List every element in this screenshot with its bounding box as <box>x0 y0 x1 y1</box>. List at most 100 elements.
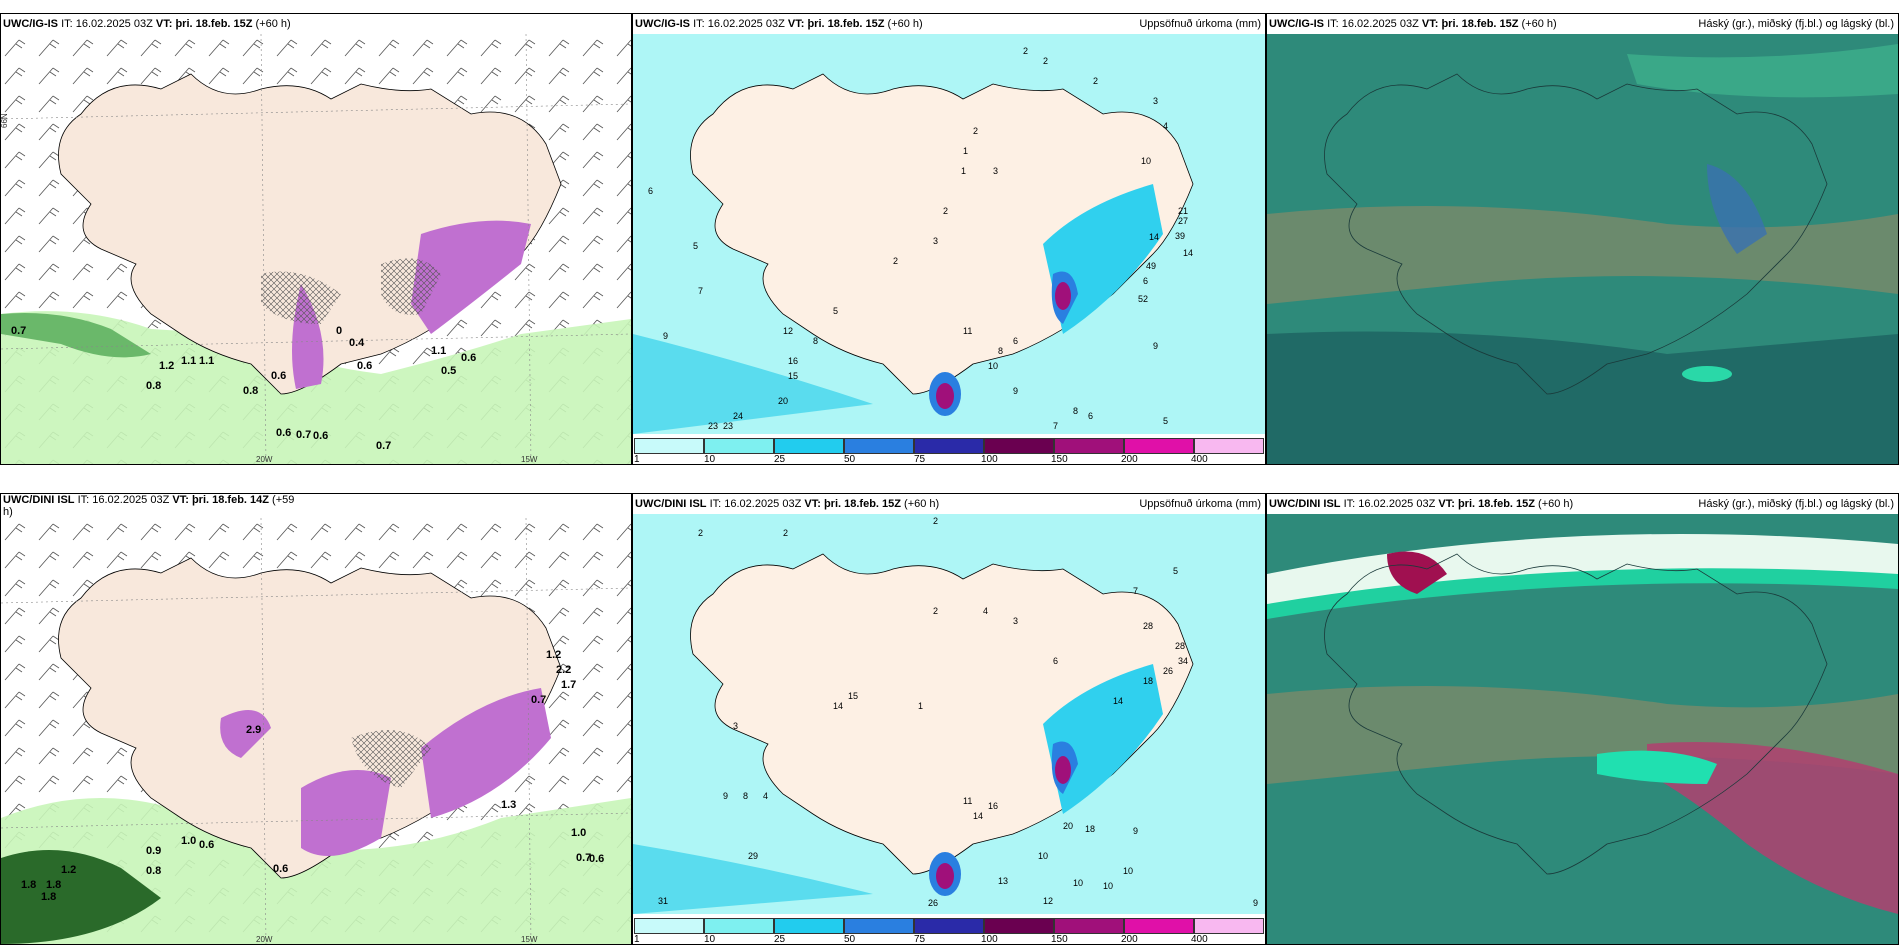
legend-swatch <box>1124 918 1194 934</box>
precip-label: 9 <box>1013 386 1018 396</box>
map-clouds <box>1267 514 1898 944</box>
precip-label: 1 <box>961 166 966 176</box>
snow-label: 0.7 <box>376 440 391 452</box>
snow-label: 0.7 <box>296 429 311 441</box>
snow-label: 0.7 <box>11 325 26 337</box>
precip-label: 10 <box>988 361 998 371</box>
snow-label: 0.6 <box>276 427 291 439</box>
precip-label: 7 <box>1053 421 1058 431</box>
precip-label: 16 <box>788 356 798 366</box>
snow-label: 1.7 <box>561 679 576 691</box>
panel-ig-clouds: UWC/IG-IS IT: 16.02.2025 03Z VT: þri. 18… <box>1266 13 1899 465</box>
precip-label: 20 <box>778 396 788 406</box>
precip-label: 9 <box>1253 898 1258 908</box>
precip-label: 8 <box>813 336 818 346</box>
snow-label: 1.2 <box>546 649 561 661</box>
snow-label: 0.7 <box>531 694 546 706</box>
panel-title: UWC/DINI ISL IT: 16.02.2025 03Z VT: þri.… <box>633 494 1265 514</box>
snow-label: 1.0 <box>181 835 196 847</box>
map-snow-wind: 1.2 2.2 1.7 0.9 1.0 0.8 1.2 1.8 1.8 1.8 … <box>1 518 631 944</box>
snow-label: 0 <box>336 325 342 337</box>
precip-label: 18 <box>1143 676 1153 686</box>
legend-swatch <box>1054 438 1124 454</box>
precip-label: 18 <box>1085 824 1095 834</box>
precip-label: 29 <box>748 851 758 861</box>
precip-label: 6 <box>1088 411 1093 421</box>
precip-label: 23 <box>708 421 718 431</box>
legend-tick: 200 <box>1121 454 1138 465</box>
precip-label: 8 <box>743 791 748 801</box>
precip-label: 13 <box>998 876 1008 886</box>
precip-label: 52 <box>1138 294 1148 304</box>
legend-tick: 150 <box>1051 934 1068 945</box>
snow-label: 0.6 <box>271 370 286 382</box>
precip-label: 26 <box>928 898 938 908</box>
precip-label: 6 <box>1013 336 1018 346</box>
lat-label: 66N <box>1 113 9 128</box>
precip-label: 15 <box>848 691 858 701</box>
precip-label: 6 <box>1053 656 1058 666</box>
map-precip: 2 2 2 3 4 5 6 7 8 9 29 31 26 13 12 11 14… <box>633 514 1265 914</box>
precip-label: 2 <box>783 528 788 538</box>
precip-label: 1 <box>963 146 968 156</box>
snow-label: 2.2 <box>556 664 571 676</box>
legend-swatch <box>984 918 1054 934</box>
snow-label: 1.1 <box>199 355 214 367</box>
panel-title: UWC/IG-IS IT: 16.02.2025 03Z VT: þri. 18… <box>1267 14 1898 34</box>
precip-label: 7 <box>698 286 703 296</box>
precip-label: 1 <box>918 701 923 711</box>
snow-label: 0.4 <box>349 337 365 349</box>
snow-label: 1.8 <box>41 891 56 903</box>
legend-tick: 100 <box>981 454 998 465</box>
precip-label: 28 <box>1143 621 1153 631</box>
precip-label: 4 <box>1163 121 1168 131</box>
map-precip: 2 2 2 3 4 1 2 3 2 6 5 5 7 8 9 24 23 23 2… <box>633 34 1265 434</box>
snow-label: 0.8 <box>146 865 161 877</box>
legend-tick: 10 <box>704 454 716 465</box>
legend-swatch <box>914 918 984 934</box>
precip-label: 16 <box>988 801 998 811</box>
precip-label: 2 <box>698 528 703 538</box>
panel-dini-clouds: UWC/DINI ISL IT: 16.02.2025 03Z VT: þri.… <box>1266 493 1899 945</box>
precip-label: 8 <box>1073 406 1078 416</box>
precip-label: 39 <box>1175 231 1185 241</box>
panel-dini-precip: UWC/DINI ISL IT: 16.02.2025 03Z VT: þri.… <box>632 493 1266 945</box>
panel-ig-precip: UWC/IG-IS IT: 16.02.2025 03Z VT: þri. 18… <box>632 13 1266 465</box>
precip-label: 5 <box>1173 566 1178 576</box>
legend-swatch <box>774 438 844 454</box>
precip-label: 31 <box>658 896 668 906</box>
precip-label: 12 <box>1043 896 1053 906</box>
precip-label: 4 <box>983 606 988 616</box>
precip-label: 6 <box>648 186 653 196</box>
precip-label: 9 <box>663 331 668 341</box>
legend-tick: 10 <box>704 934 716 945</box>
precip-label: 14 <box>1113 696 1123 706</box>
snow-label: 0.8 <box>243 385 258 397</box>
snow-label: 0.6 <box>461 352 476 364</box>
precip-label: 2 <box>1023 46 1028 56</box>
legend-tick: 1 <box>634 454 640 465</box>
precip-label: 10 <box>1103 881 1113 891</box>
precip-legend: 1 10 25 50 75 100 150 200 400 <box>633 434 1265 464</box>
legend-swatch <box>1194 438 1264 454</box>
precip-label: 5 <box>693 241 698 251</box>
precip-label: 9 <box>1153 341 1158 351</box>
precip-legend: 1 10 25 50 75 100 150 200 400 <box>633 914 1265 944</box>
map-snow-wind: 0.7 1.2 1.1 1.1 0.8 0.8 0.6 0.6 0.7 0.6 … <box>1 34 631 464</box>
legend-swatch <box>704 438 774 454</box>
precip-label: 26 <box>1163 666 1173 676</box>
snow-label: 0.6 <box>199 839 214 851</box>
precip-label: 21 <box>1178 206 1188 216</box>
precip-label: 6 <box>1143 276 1148 286</box>
precip-label: 3 <box>933 236 938 246</box>
precip-label: 3 <box>1153 96 1158 106</box>
legend-swatch <box>774 918 844 934</box>
precip-label: 2 <box>973 126 978 136</box>
panel-title: UWC/IG-IS IT: 16.02.2025 03Z VT: þri. 18… <box>1 14 631 34</box>
legend-tick: 150 <box>1051 454 1068 465</box>
snow-label: 0.6 <box>357 360 372 372</box>
lon-label: 15W <box>521 455 538 464</box>
panel-dini-snow: UWC/DINI ISL IT: 16.02.2025 03Z VT: þri.… <box>0 493 632 945</box>
snow-label: 0.6 <box>589 853 604 865</box>
snow-label: 0.6 <box>313 430 328 442</box>
